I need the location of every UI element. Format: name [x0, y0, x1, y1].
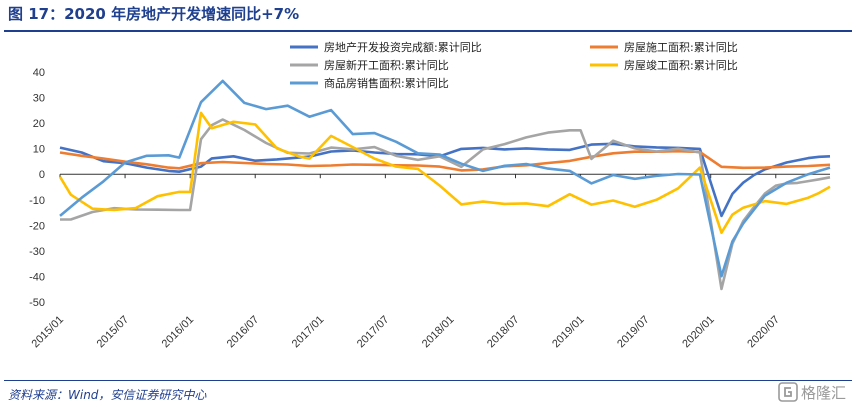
- x-tick-label: 2015/07: [95, 314, 132, 351]
- x-tick-label: 2018/01: [420, 314, 457, 351]
- y-tick-label: 20: [33, 118, 45, 130]
- legend-label: 房地产开发投资完成额:累计同比: [324, 40, 482, 54]
- x-tick-label: 2016/01: [160, 314, 197, 351]
- x-tick-label: 2015/01: [30, 314, 67, 351]
- x-tick-label: 2018/07: [485, 314, 522, 351]
- x-tick-label: 2019/01: [550, 314, 587, 351]
- title-divider: [4, 30, 852, 32]
- chart-series: [58, 79, 831, 291]
- x-tick-label: 2016/07: [225, 314, 262, 351]
- x-tick-label: 2020/01: [680, 314, 717, 351]
- y-tick-label: -10: [29, 195, 45, 207]
- y-tick-label: 40: [33, 67, 45, 79]
- legend-label: 商品房销售面积:累计同比: [324, 76, 449, 90]
- y-tick-label: 10: [33, 144, 45, 156]
- series-line-4: [58, 111, 831, 234]
- y-tick-label: -20: [29, 220, 45, 232]
- series-line-3: [60, 118, 831, 291]
- x-tick-label: 2017/01: [290, 314, 327, 351]
- gelonghui-logo-icon: 格隆汇: [778, 382, 846, 402]
- legend-label: 房屋竣工面积:累计同比: [624, 58, 738, 72]
- y-tick-label: -30: [29, 246, 45, 258]
- y-tick-label: 0: [39, 169, 45, 181]
- legend-label: 房屋施工面积:累计同比: [624, 41, 738, 54]
- y-tick-label: -40: [29, 271, 45, 283]
- line-chart: -50 -40 -30 -20 -10 0 10 20 30 40 2015/01 2015/07 20…: [29, 40, 831, 351]
- x-tick-label: 2020/07: [745, 314, 782, 351]
- series-line-5: [59, 79, 831, 278]
- x-tick-label: 2017/07: [355, 314, 392, 351]
- series-line-1: [59, 142, 831, 218]
- legend-label: 房屋新开工面积:累计同比: [324, 58, 449, 72]
- source-note: 资料来源：Wind，安信证券研究中心: [8, 388, 207, 402]
- y-tick-label: 30: [33, 93, 45, 105]
- y-tick-label: -50: [29, 297, 45, 309]
- watermark-text: 格隆汇: [801, 384, 846, 402]
- x-tick-label: 2019/07: [615, 314, 652, 351]
- figure-title: 图 17：2020 年房地产开发增速同比+7%: [8, 5, 300, 23]
- footer-divider: [4, 380, 852, 381]
